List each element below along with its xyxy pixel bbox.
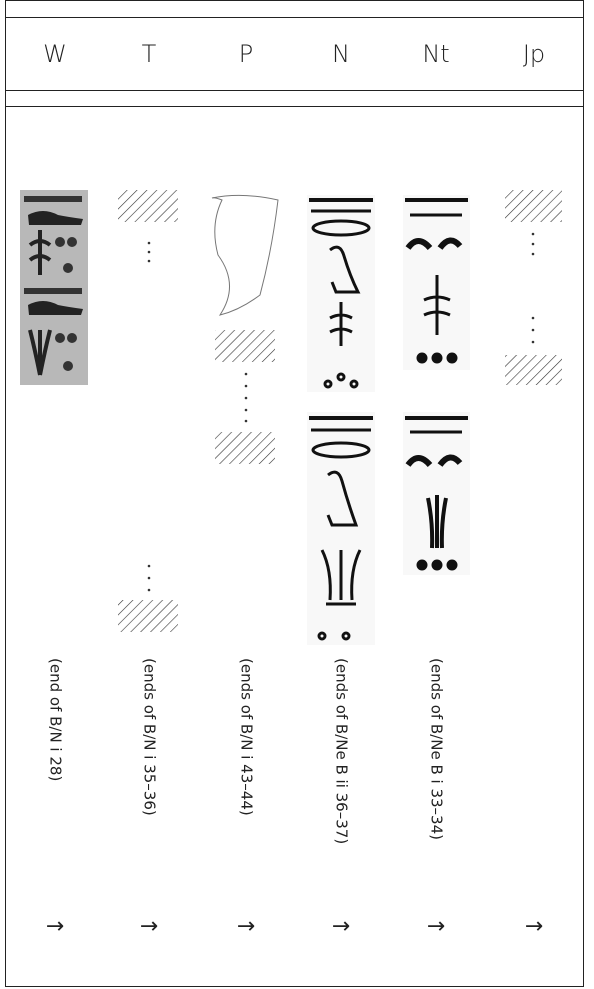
lacuna [118,600,178,632]
arrow: → [332,914,350,939]
dots [147,241,151,263]
hieroglyph-photo [20,190,88,385]
arrow: → [525,914,543,939]
hieroglyph-drawing [307,195,375,645]
lacuna [505,190,562,222]
lacuna [505,355,562,385]
arrow: → [427,914,445,939]
note: (ends of B/N i 43–44) [238,658,256,816]
hieroglyph-drawing [403,195,470,575]
arrow: → [46,914,64,939]
lacuna [215,432,275,464]
note: (ends of B/N i 35–36) [141,658,159,816]
note: (ends of B/Ne B i 33–34) [428,658,446,840]
arrow: → [237,914,255,939]
arrow: → [140,914,158,939]
lacuna [215,330,275,362]
frame [5,0,584,987]
dots [244,372,248,423]
sketch [211,194,279,316]
note: (ends of B/Ne B ii 36–37) [333,658,351,844]
column-header: Jp [523,40,545,68]
dots [531,232,535,344]
column-header: P [239,40,253,68]
column-header: Nt [422,40,449,68]
column-header: W [43,40,67,68]
note: (end of B/N i 28) [47,658,65,781]
column-header: N [332,40,350,68]
dots [147,564,151,592]
lacuna [118,190,178,222]
column-header: T [142,40,157,68]
